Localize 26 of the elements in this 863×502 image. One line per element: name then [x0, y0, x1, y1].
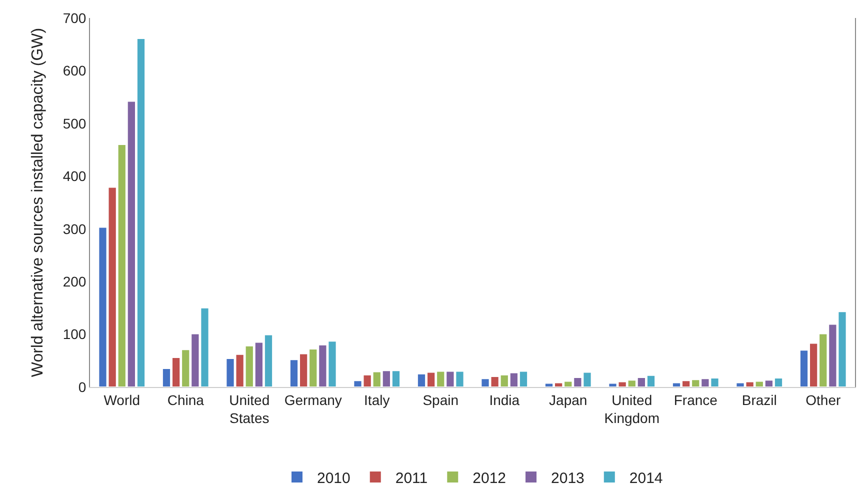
legend-label: 2010: [317, 470, 350, 487]
y-tick-label: 200: [62, 273, 86, 290]
x-tick-label: China: [167, 392, 204, 408]
legend-label: 2013: [551, 470, 584, 487]
legend-label: 2012: [472, 470, 506, 487]
x-tick-label: Spain: [422, 392, 459, 408]
x-tick-label: Italy: [364, 392, 390, 408]
x-tick-label: World: [104, 392, 140, 408]
y-tick-label: 400: [62, 168, 86, 184]
x-tick-label: Brazil: [742, 392, 777, 408]
x-tick-label: United States: [229, 392, 270, 426]
y-tick-label: 300: [62, 220, 86, 237]
y-tick-label: 500: [62, 115, 86, 132]
legend-label: 2011: [395, 470, 428, 487]
legend-label: 2014: [629, 470, 663, 487]
y-axis-title: World alternative sources installed capacity (GW): [30, 28, 47, 378]
x-tick-label: France: [674, 392, 718, 408]
x-tick-label: Other: [806, 392, 841, 408]
x-tick-label: Japan: [549, 392, 588, 408]
y-tick-label: 0: [78, 378, 86, 395]
y-tick-label: 700: [62, 10, 86, 26]
x-tick-label: India: [489, 392, 520, 408]
y-tick-label: 100: [62, 326, 86, 342]
x-tick-label: United Kingdom: [604, 392, 660, 426]
y-tick-label: 600: [62, 62, 86, 79]
x-tick-label: Germany: [284, 392, 342, 408]
